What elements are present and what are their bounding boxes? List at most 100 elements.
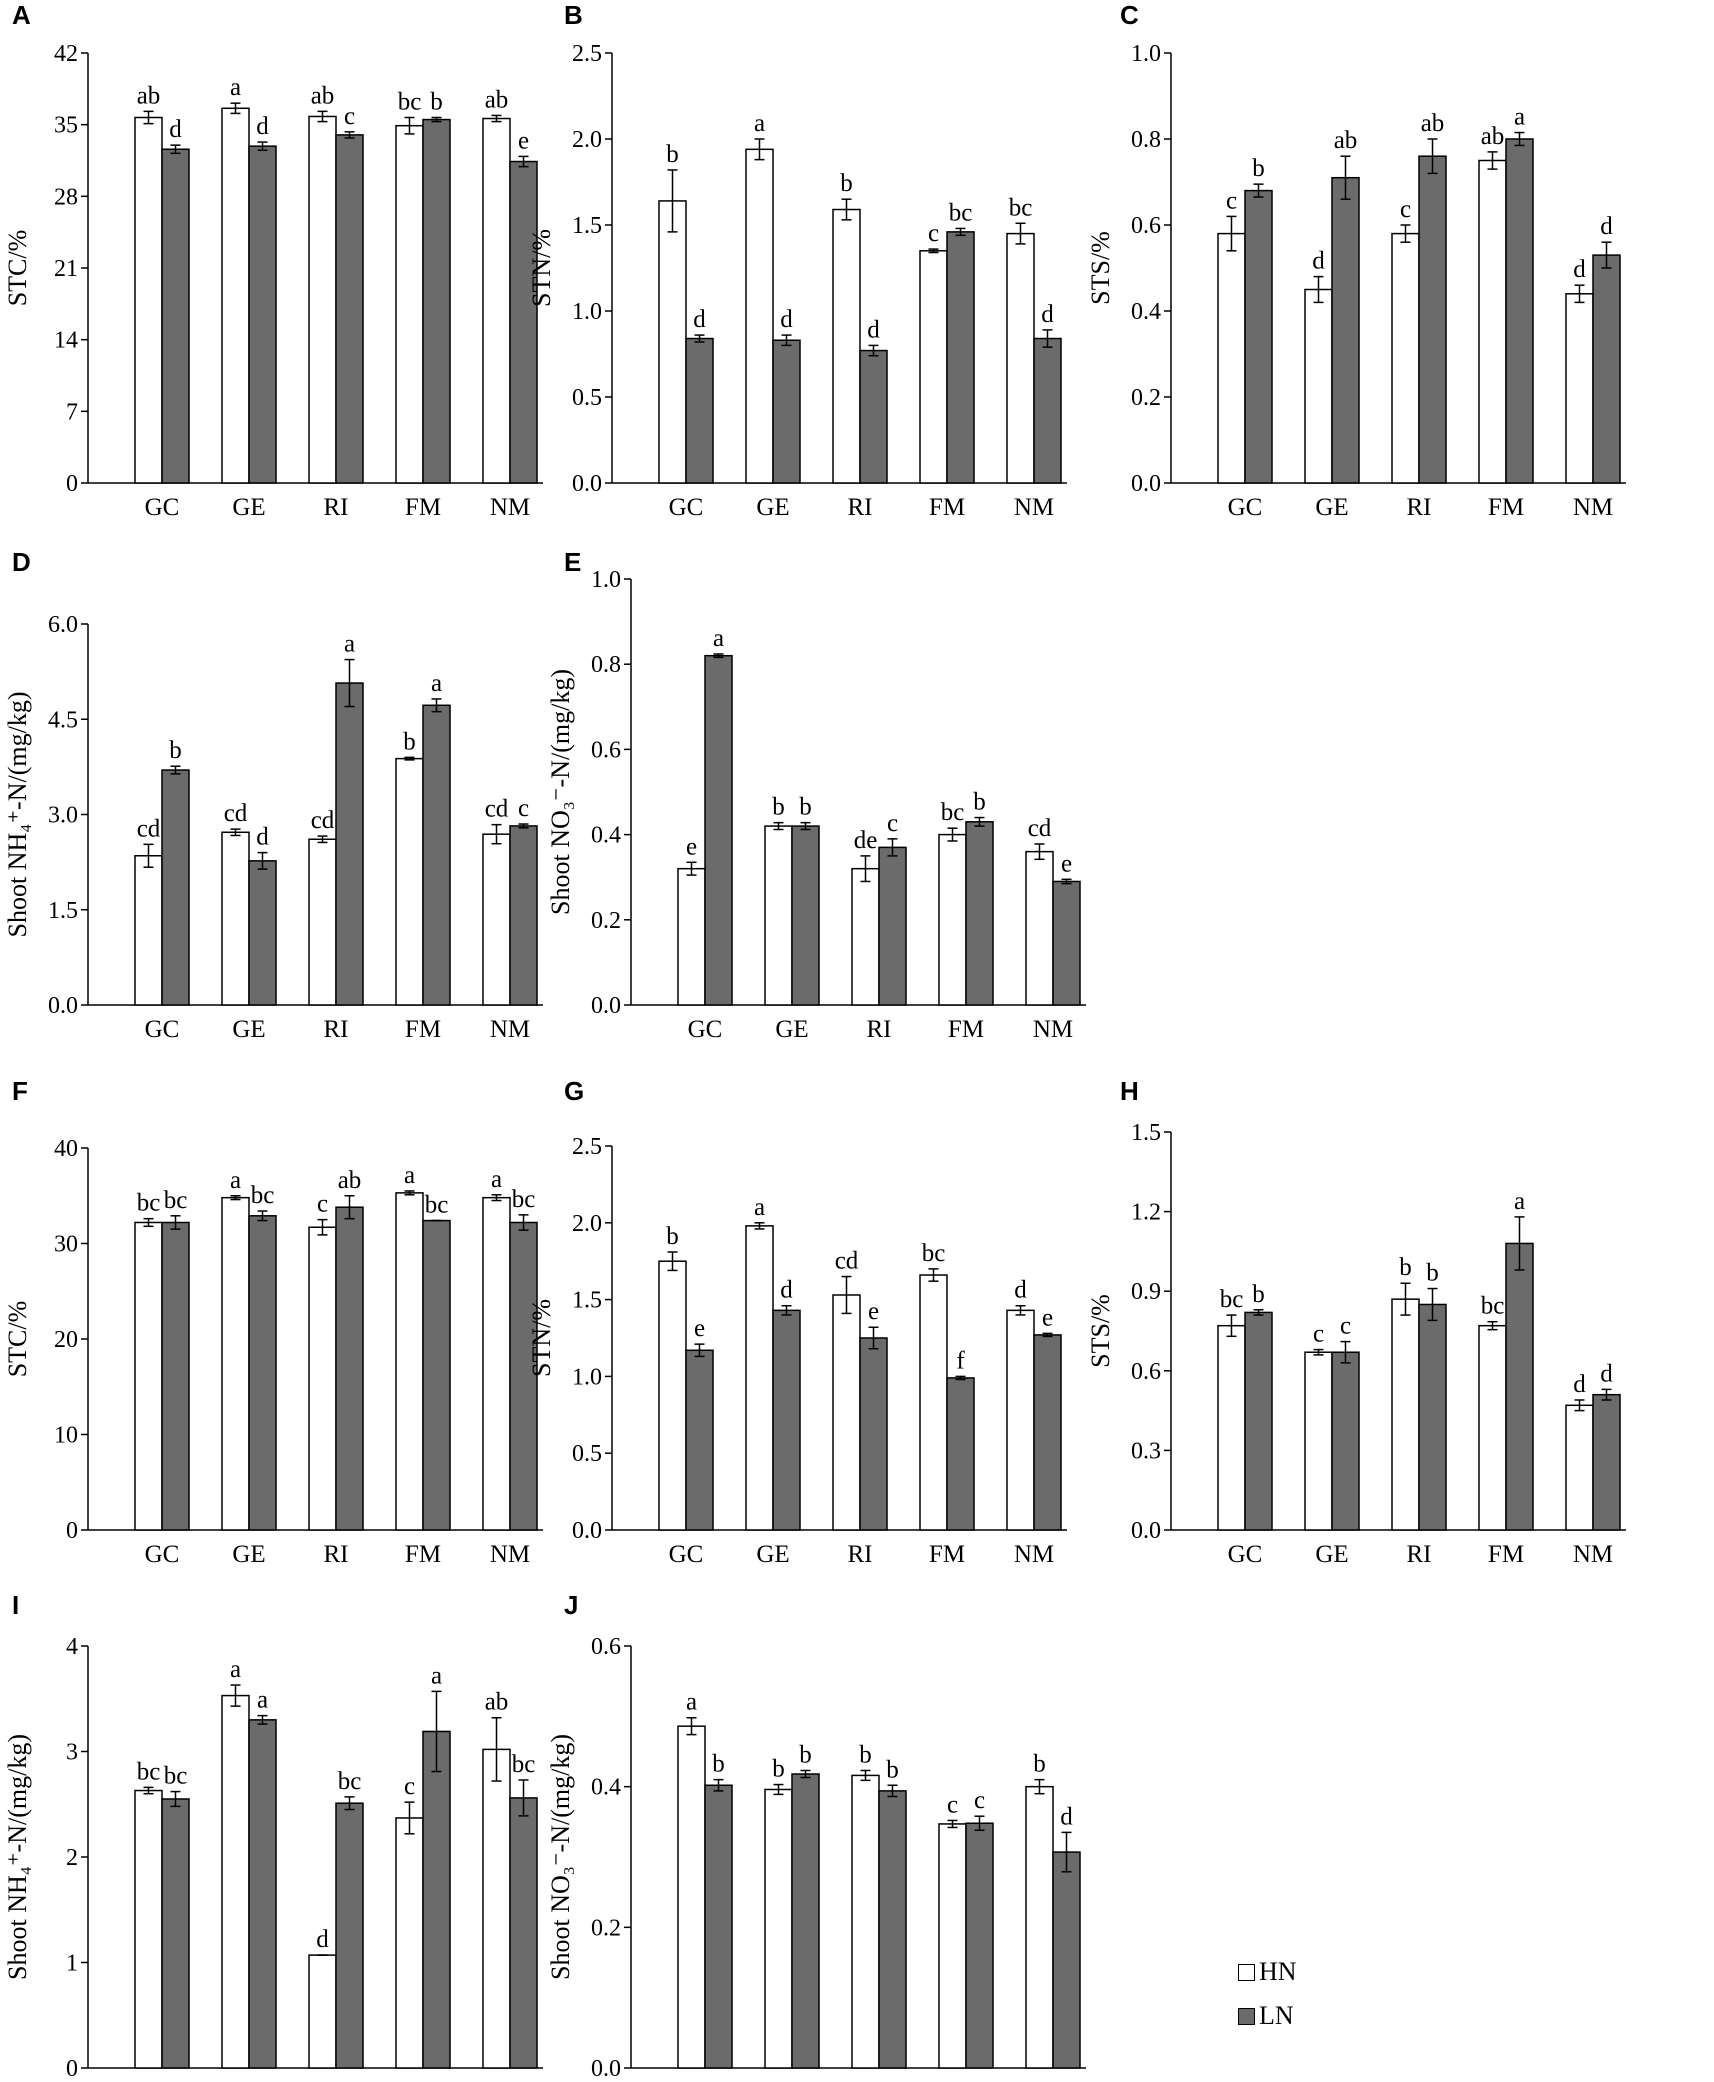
y-tick-label: 1.0	[572, 299, 602, 325]
bar-hn-ri	[832, 1294, 861, 1531]
y-tick-label: 1.5	[48, 898, 78, 924]
y-axis-label: Shoot NH₄⁺-N/(mg/kg)	[3, 1734, 32, 1980]
x-tick-label-gc: GC	[669, 494, 704, 521]
y-tick-label: 0	[66, 471, 78, 497]
bar-hn-gc	[1217, 232, 1246, 484]
bar-hn-gc	[134, 855, 163, 1006]
bar-ln-ri	[1418, 1303, 1447, 1531]
significance-letter: bc	[512, 1186, 536, 1213]
significance-letter: c	[887, 810, 898, 837]
bar-ln-nm	[509, 1221, 538, 1531]
x-tick-label-nm: NM	[1573, 494, 1613, 521]
y-tick-label: 1.0	[1131, 41, 1161, 67]
y-tick-label: 2.5	[572, 1134, 602, 1160]
significance-letter: bc	[251, 1182, 275, 1209]
bar-ln-ri	[335, 1802, 364, 2069]
bar-ln-ge	[772, 1309, 801, 1531]
significance-letter: c	[947, 1791, 958, 1818]
bar-ln-ge	[248, 860, 277, 1006]
y-tick-label: 0.4	[591, 1775, 621, 1801]
x-tick-label-ge: GE	[775, 1016, 808, 1043]
y-tick-label: 1.5	[572, 213, 602, 239]
significance-letter: bc	[512, 1751, 536, 1778]
bar-hn-gc	[677, 867, 706, 1006]
bar-ln-gc	[685, 337, 714, 484]
x-tick-label-nm: NM	[1573, 1541, 1613, 1568]
y-axis-label: STC/%	[3, 1301, 32, 1378]
bar-ln-ge	[248, 145, 277, 484]
panel-label-h: H	[1120, 1076, 1139, 1106]
y-tick-label: 0	[66, 2056, 78, 2082]
legend-item-hn: HN	[1238, 1950, 1297, 1994]
significance-letter: a	[713, 625, 724, 652]
bar-hn-ri	[308, 1954, 337, 2069]
legend-label-hn: HN	[1259, 1957, 1297, 1986]
y-tick-label: 0	[66, 1518, 78, 1544]
significance-letter: cd	[835, 1248, 859, 1275]
y-tick-label: 1.2	[1131, 1200, 1161, 1226]
x-tick-label-gc: GC	[688, 1016, 723, 1043]
significance-letter: cd	[1028, 815, 1052, 842]
y-tick-label: 1.5	[1131, 1120, 1161, 1146]
significance-letter: d	[256, 824, 269, 851]
significance-letter: a	[1514, 104, 1525, 131]
bar-hn-ri	[832, 208, 861, 484]
significance-letter: b	[1252, 155, 1265, 182]
bar-ln-ri	[335, 1206, 364, 1531]
bar-hn-ge	[221, 1196, 250, 1531]
bar-hn-ge	[764, 825, 793, 1006]
significance-letter: a	[686, 1689, 697, 1716]
bar-ln-fm	[422, 704, 451, 1006]
significance-letter: bc	[398, 89, 422, 116]
bar-hn-fm	[938, 1823, 967, 2069]
bar-ln-nm	[1033, 337, 1062, 484]
y-tick-label: 0.0	[1131, 471, 1161, 497]
significance-letter: d	[1573, 256, 1586, 283]
significance-letter: bc	[1481, 1293, 1505, 1320]
bar-ln-ge	[1331, 1351, 1360, 1531]
significance-letter: d	[169, 116, 182, 143]
bar-ln-gc	[1244, 189, 1273, 484]
y-tick-label: 35	[54, 113, 78, 139]
bar-hn-ri	[308, 115, 337, 484]
significance-letter: e	[518, 127, 529, 154]
y-tick-label: 0.0	[591, 2056, 621, 2082]
y-tick-label: 40	[54, 1136, 78, 1162]
significance-letter: b	[799, 794, 812, 821]
y-tick-label: 3.0	[48, 803, 78, 829]
bar-hn-nm	[482, 1748, 511, 2069]
significance-letter: b	[859, 1741, 872, 1768]
bar-hn-ri	[1391, 1298, 1420, 1531]
plot-area-e: 0.0 0.2 0.4 0.6 0.8 1.0 Shoot NO₃⁻-N/(mg/kg) e a…	[546, 567, 1086, 1043]
y-tick-label: 0.0	[1131, 1518, 1161, 1544]
significance-letter: a	[344, 631, 355, 658]
bar-ln-gc	[161, 148, 190, 484]
x-tick-label-fm: FM	[1488, 1541, 1524, 1568]
significance-letter: bc	[1009, 194, 1033, 221]
significance-letter: de	[854, 827, 878, 854]
legend-label-ln: LN	[1259, 2001, 1294, 2030]
bar-hn-ri	[308, 838, 337, 1006]
bar-ln-ri	[859, 1337, 888, 1531]
bar-ln-gc	[161, 1221, 190, 1531]
bar-ln-ge	[248, 1215, 277, 1531]
significance-letter: bc	[164, 1187, 188, 1214]
significance-letter: b	[772, 1756, 785, 1783]
plot-area-g: 0.00.51.01.52.02.5STN/%beGCadGEcdeRIbcfF…	[527, 1134, 1067, 1568]
y-tick-label: 1.0	[591, 567, 621, 593]
significance-letter: bc	[922, 1240, 946, 1267]
panel-label-j: J	[564, 1590, 579, 1620]
significance-letter: b	[1252, 1281, 1265, 1308]
significance-letter: e	[694, 1315, 705, 1342]
significance-letter: ab	[485, 1689, 509, 1716]
significance-letter: ab	[1481, 123, 1505, 150]
legend: HN LN	[1238, 1950, 1297, 2038]
legend-swatch-hn	[1238, 1963, 1255, 1981]
y-tick-label: 10	[54, 1423, 78, 1449]
y-tick-label: 20	[54, 1327, 78, 1353]
significance-letter: d	[1573, 1371, 1586, 1398]
significance-letter: ab	[311, 82, 335, 109]
